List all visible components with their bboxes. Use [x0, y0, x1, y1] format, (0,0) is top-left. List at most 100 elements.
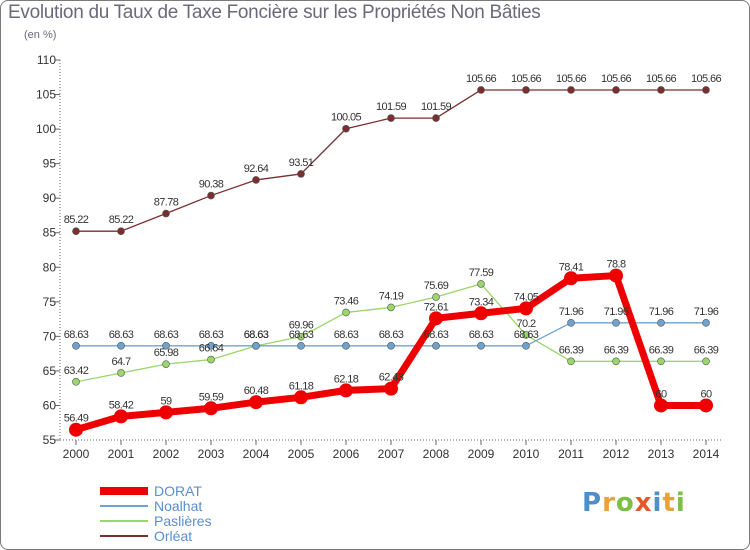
data-point-dorat	[429, 311, 443, 326]
data-label-orleat: 105.66	[691, 73, 722, 85]
data-point-orleat	[702, 86, 710, 94]
data-label-paslieres: 73.46	[334, 295, 359, 307]
logo-letter: o	[615, 488, 635, 518]
data-point-paslieres	[432, 293, 440, 301]
y-axis-unit-label: (en %)	[24, 29, 57, 41]
legend-label: DORAT	[154, 483, 202, 499]
data-point-dorat	[204, 401, 218, 416]
x-tick-label: 2011	[558, 447, 584, 461]
logo-letter: P	[582, 488, 603, 518]
legend-swatch	[100, 487, 148, 495]
legend-label: Paslières	[154, 513, 212, 529]
data-label-noalhat: 71.96	[559, 306, 584, 318]
data-label-dorat: 62.18	[334, 373, 359, 385]
data-label-noalhat: 68.63	[199, 329, 224, 341]
y-tick-label: 55	[43, 433, 57, 447]
data-label-noalhat: 68.63	[424, 329, 449, 341]
data-point-noalhat	[702, 319, 710, 327]
x-tick-label: 2008	[423, 447, 450, 461]
data-label-dorat: 59.59	[199, 391, 224, 403]
data-point-orleat	[117, 227, 125, 236]
y-tick-label: 60	[43, 398, 57, 412]
data-point-dorat	[249, 395, 263, 410]
data-point-orleat	[612, 86, 620, 94]
data-label-orleat: 105.66	[601, 73, 632, 85]
data-point-noalhat	[522, 342, 530, 350]
data-label-dorat: 58.42	[109, 399, 134, 411]
y-tick-label: 85	[43, 226, 57, 240]
data-point-dorat	[519, 301, 533, 316]
legend-item: Orléat	[100, 529, 300, 545]
data-point-paslieres	[567, 357, 575, 366]
y-tick-label: 95	[43, 157, 57, 171]
data-point-noalhat	[207, 342, 215, 350]
legend-item: Noalhat	[100, 499, 300, 515]
data-label-orleat: 105.66	[556, 73, 587, 85]
data-label-paslieres: 63.42	[64, 365, 89, 377]
x-tick-label: 2004	[243, 447, 270, 461]
data-label-paslieres: 77.59	[469, 267, 494, 279]
data-label-orleat: 100.05	[331, 112, 362, 124]
data-point-orleat	[387, 114, 395, 122]
data-label-noalhat: 71.96	[604, 306, 629, 318]
data-point-dorat	[609, 268, 623, 283]
x-tick-label: 2014	[693, 447, 720, 461]
data-label-noalhat: 68.63	[109, 329, 134, 341]
data-label-dorat: 78.41	[559, 261, 584, 273]
data-point-noalhat	[477, 342, 485, 350]
data-point-noalhat	[297, 342, 305, 350]
data-label-paslieres: 70.2	[516, 318, 535, 330]
data-label-paslieres: 74.19	[379, 290, 404, 302]
data-label-noalhat: 68.63	[64, 329, 89, 341]
data-point-orleat	[477, 86, 485, 94]
data-label-dorat: 60	[655, 388, 667, 400]
data-point-orleat	[657, 86, 665, 94]
data-label-paslieres: 66.39	[694, 344, 719, 356]
data-point-dorat	[69, 422, 83, 437]
data-point-paslieres	[612, 357, 620, 366]
data-label-dorat: 60	[700, 388, 712, 400]
data-label-paslieres: 65.98	[154, 347, 179, 359]
data-label-noalhat: 68.63	[469, 329, 494, 341]
data-label-noalhat: 68.63	[514, 329, 539, 341]
data-point-dorat	[699, 398, 713, 413]
data-point-paslieres	[522, 331, 530, 339]
y-tick-label: 105	[36, 88, 56, 102]
legend-swatch	[100, 520, 148, 522]
data-label-orleat: 90.38	[199, 179, 224, 191]
data-point-noalhat	[567, 319, 575, 327]
chart-title: Evolution du Taux de Taxe Foncière sur l…	[8, 2, 541, 23]
proxiti-logo: Proxiti	[582, 488, 686, 518]
data-label-noalhat: 68.63	[334, 329, 359, 341]
data-label-orleat: 93.51	[289, 157, 314, 169]
logo-letter: i	[652, 488, 663, 518]
logo-letter: i	[675, 488, 686, 518]
data-point-dorat	[654, 398, 668, 413]
data-point-dorat	[114, 409, 128, 424]
legend-label: Orléat	[154, 528, 193, 544]
x-tick-label: 2007	[378, 447, 405, 461]
logo-letter: t	[662, 488, 676, 518]
data-point-orleat	[252, 176, 260, 184]
data-point-paslieres	[207, 355, 215, 364]
data-point-noalhat	[342, 342, 350, 350]
data-label-paslieres: 66.39	[559, 344, 584, 356]
data-point-orleat	[567, 86, 575, 94]
y-tick-label: 80	[43, 260, 57, 274]
data-label-noalhat: 68.63	[289, 329, 314, 341]
data-point-orleat	[522, 86, 530, 94]
data-point-noalhat	[387, 342, 395, 350]
data-label-paslieres: 66.64	[199, 343, 224, 355]
x-tick-label: 2013	[648, 447, 675, 461]
data-label-paslieres: 68.63	[244, 329, 269, 341]
data-point-paslieres	[702, 357, 710, 366]
data-point-paslieres	[162, 360, 170, 368]
data-label-dorat: 60.48	[244, 385, 269, 397]
data-point-orleat	[162, 209, 170, 218]
data-point-noalhat	[72, 342, 80, 350]
data-point-noalhat	[162, 342, 170, 350]
legend-swatch	[100, 505, 148, 507]
data-label-paslieres: 66.39	[604, 344, 629, 356]
